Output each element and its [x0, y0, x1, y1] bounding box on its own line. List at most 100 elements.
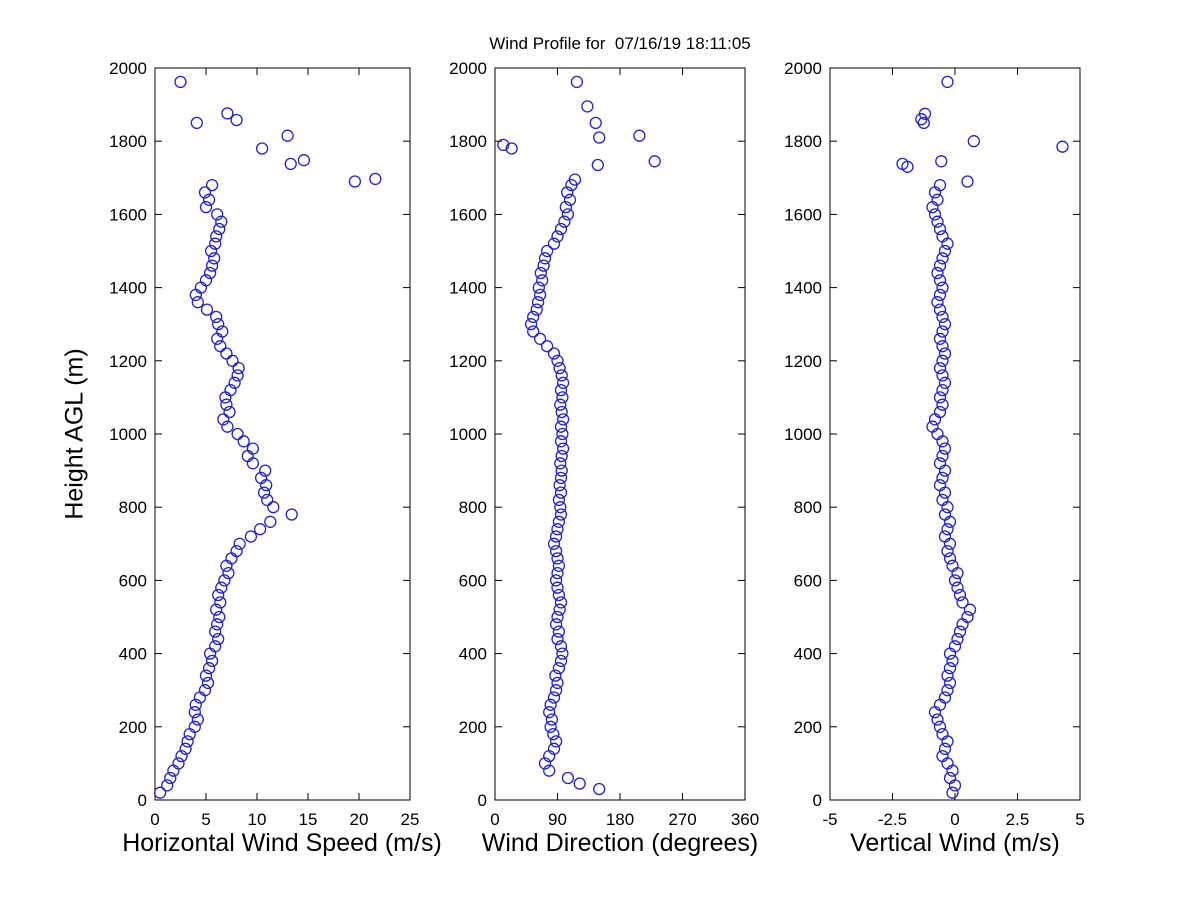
data-point-marker	[936, 252, 949, 265]
data-point-marker	[554, 420, 568, 433]
data-point-marker	[188, 720, 201, 733]
y-tick-label: 600	[119, 571, 147, 590]
data-point-marker	[201, 676, 215, 690]
data-point-marker	[552, 559, 566, 572]
data-point-marker	[219, 391, 232, 404]
data-point-marker	[538, 252, 552, 265]
data-point-marker	[938, 530, 952, 543]
data-point-marker	[1056, 140, 1069, 153]
data-point-marker	[544, 720, 557, 733]
data-point-marker	[540, 340, 554, 353]
data-point-marker	[943, 771, 957, 785]
y-tick-label: 1600	[784, 205, 822, 224]
y-tick-label: 600	[794, 571, 822, 590]
data-point-marker	[547, 691, 561, 704]
data-point-marker	[551, 581, 564, 594]
data-point-marker	[172, 757, 185, 770]
data-point-marker	[963, 603, 977, 616]
x-tick-label: 2.5	[1006, 810, 1030, 829]
data-point-marker	[211, 332, 224, 345]
figure-title: Wind Profile for 07/16/19 18:11:05	[489, 34, 751, 53]
data-point-marker	[556, 442, 570, 455]
data-point-marker	[941, 75, 954, 89]
axes-box	[494, 67, 746, 801]
data-point-marker	[549, 618, 563, 631]
data-point-marker	[951, 581, 964, 594]
data-point-marker	[931, 266, 944, 280]
data-point-marker	[505, 142, 518, 155]
y-tick-label: 1400	[109, 279, 147, 298]
data-point-marker	[161, 779, 174, 792]
data-point-marker	[552, 493, 566, 507]
data-point-marker	[281, 129, 294, 142]
data-point-marker	[933, 303, 947, 316]
data-point-marker	[936, 471, 949, 485]
data-point-marker	[554, 398, 567, 411]
data-point-marker	[943, 552, 957, 565]
data-point-marker	[931, 215, 944, 228]
y-tick-label: 1200	[449, 352, 487, 371]
data-point-marker	[233, 537, 246, 550]
data-point-marker	[246, 457, 260, 470]
data-point-marker	[189, 698, 202, 711]
data-point-marker	[936, 310, 949, 324]
data-point-marker	[553, 479, 566, 492]
data-point-marker	[497, 138, 510, 152]
x-tick-label: 0	[490, 810, 499, 829]
y-tick-label: 2000	[784, 59, 822, 78]
y-tick-label: 2000	[109, 59, 147, 78]
data-point-marker	[211, 208, 224, 221]
data-point-marker	[556, 413, 570, 426]
data-point-marker	[961, 610, 974, 624]
data-point-marker	[956, 596, 969, 609]
data-point-marker	[284, 157, 297, 171]
data-point-marker	[551, 632, 564, 646]
data-point-marker	[551, 354, 564, 367]
data-point-marker	[264, 515, 277, 528]
data-point-marker	[174, 75, 187, 89]
data-point-marker	[210, 310, 223, 324]
data-point-marker	[941, 544, 954, 558]
data-point-marker	[225, 552, 238, 565]
data-point-marker	[554, 501, 567, 514]
data-point-marker	[246, 442, 260, 455]
data-point-marker	[220, 559, 233, 572]
data-point-marker	[581, 100, 594, 113]
data-point-marker	[221, 420, 234, 433]
data-point-marker	[917, 116, 930, 130]
data-point-marker	[554, 435, 568, 448]
data-point-marker	[556, 427, 569, 441]
data-point-marker	[555, 449, 568, 463]
data-point-marker	[267, 501, 280, 514]
data-point-marker	[551, 566, 564, 580]
data-point-marker	[209, 237, 222, 250]
data-point-marker	[552, 662, 566, 675]
data-point-marker	[261, 493, 274, 507]
data-point-marker	[254, 471, 268, 485]
data-point-marker	[933, 361, 947, 375]
data-point-marker	[948, 640, 962, 653]
data-point-marker	[228, 376, 241, 389]
data-point-marker	[189, 288, 202, 302]
data-point-marker	[259, 464, 272, 477]
data-point-marker	[203, 647, 217, 660]
data-point-marker	[938, 442, 952, 455]
data-point-marker	[561, 208, 575, 221]
data-point-marker	[297, 154, 311, 167]
data-point-marker	[552, 625, 566, 638]
data-point-marker	[551, 230, 564, 243]
data-point-marker	[524, 318, 538, 331]
data-point-marker	[210, 230, 223, 243]
y-tick-label: 1600	[109, 205, 147, 224]
y-tick-label: 0	[478, 791, 487, 810]
data-point-marker	[553, 361, 566, 375]
data-point-marker	[215, 581, 228, 594]
data-point-marker	[936, 727, 949, 741]
data-point-marker	[938, 742, 952, 755]
xlabel-wind-direction: Wind Direction (degrees)	[481, 829, 759, 857]
x-tick-label: 360	[731, 810, 759, 829]
data-point-marker	[554, 222, 568, 236]
data-point-marker	[896, 157, 909, 171]
